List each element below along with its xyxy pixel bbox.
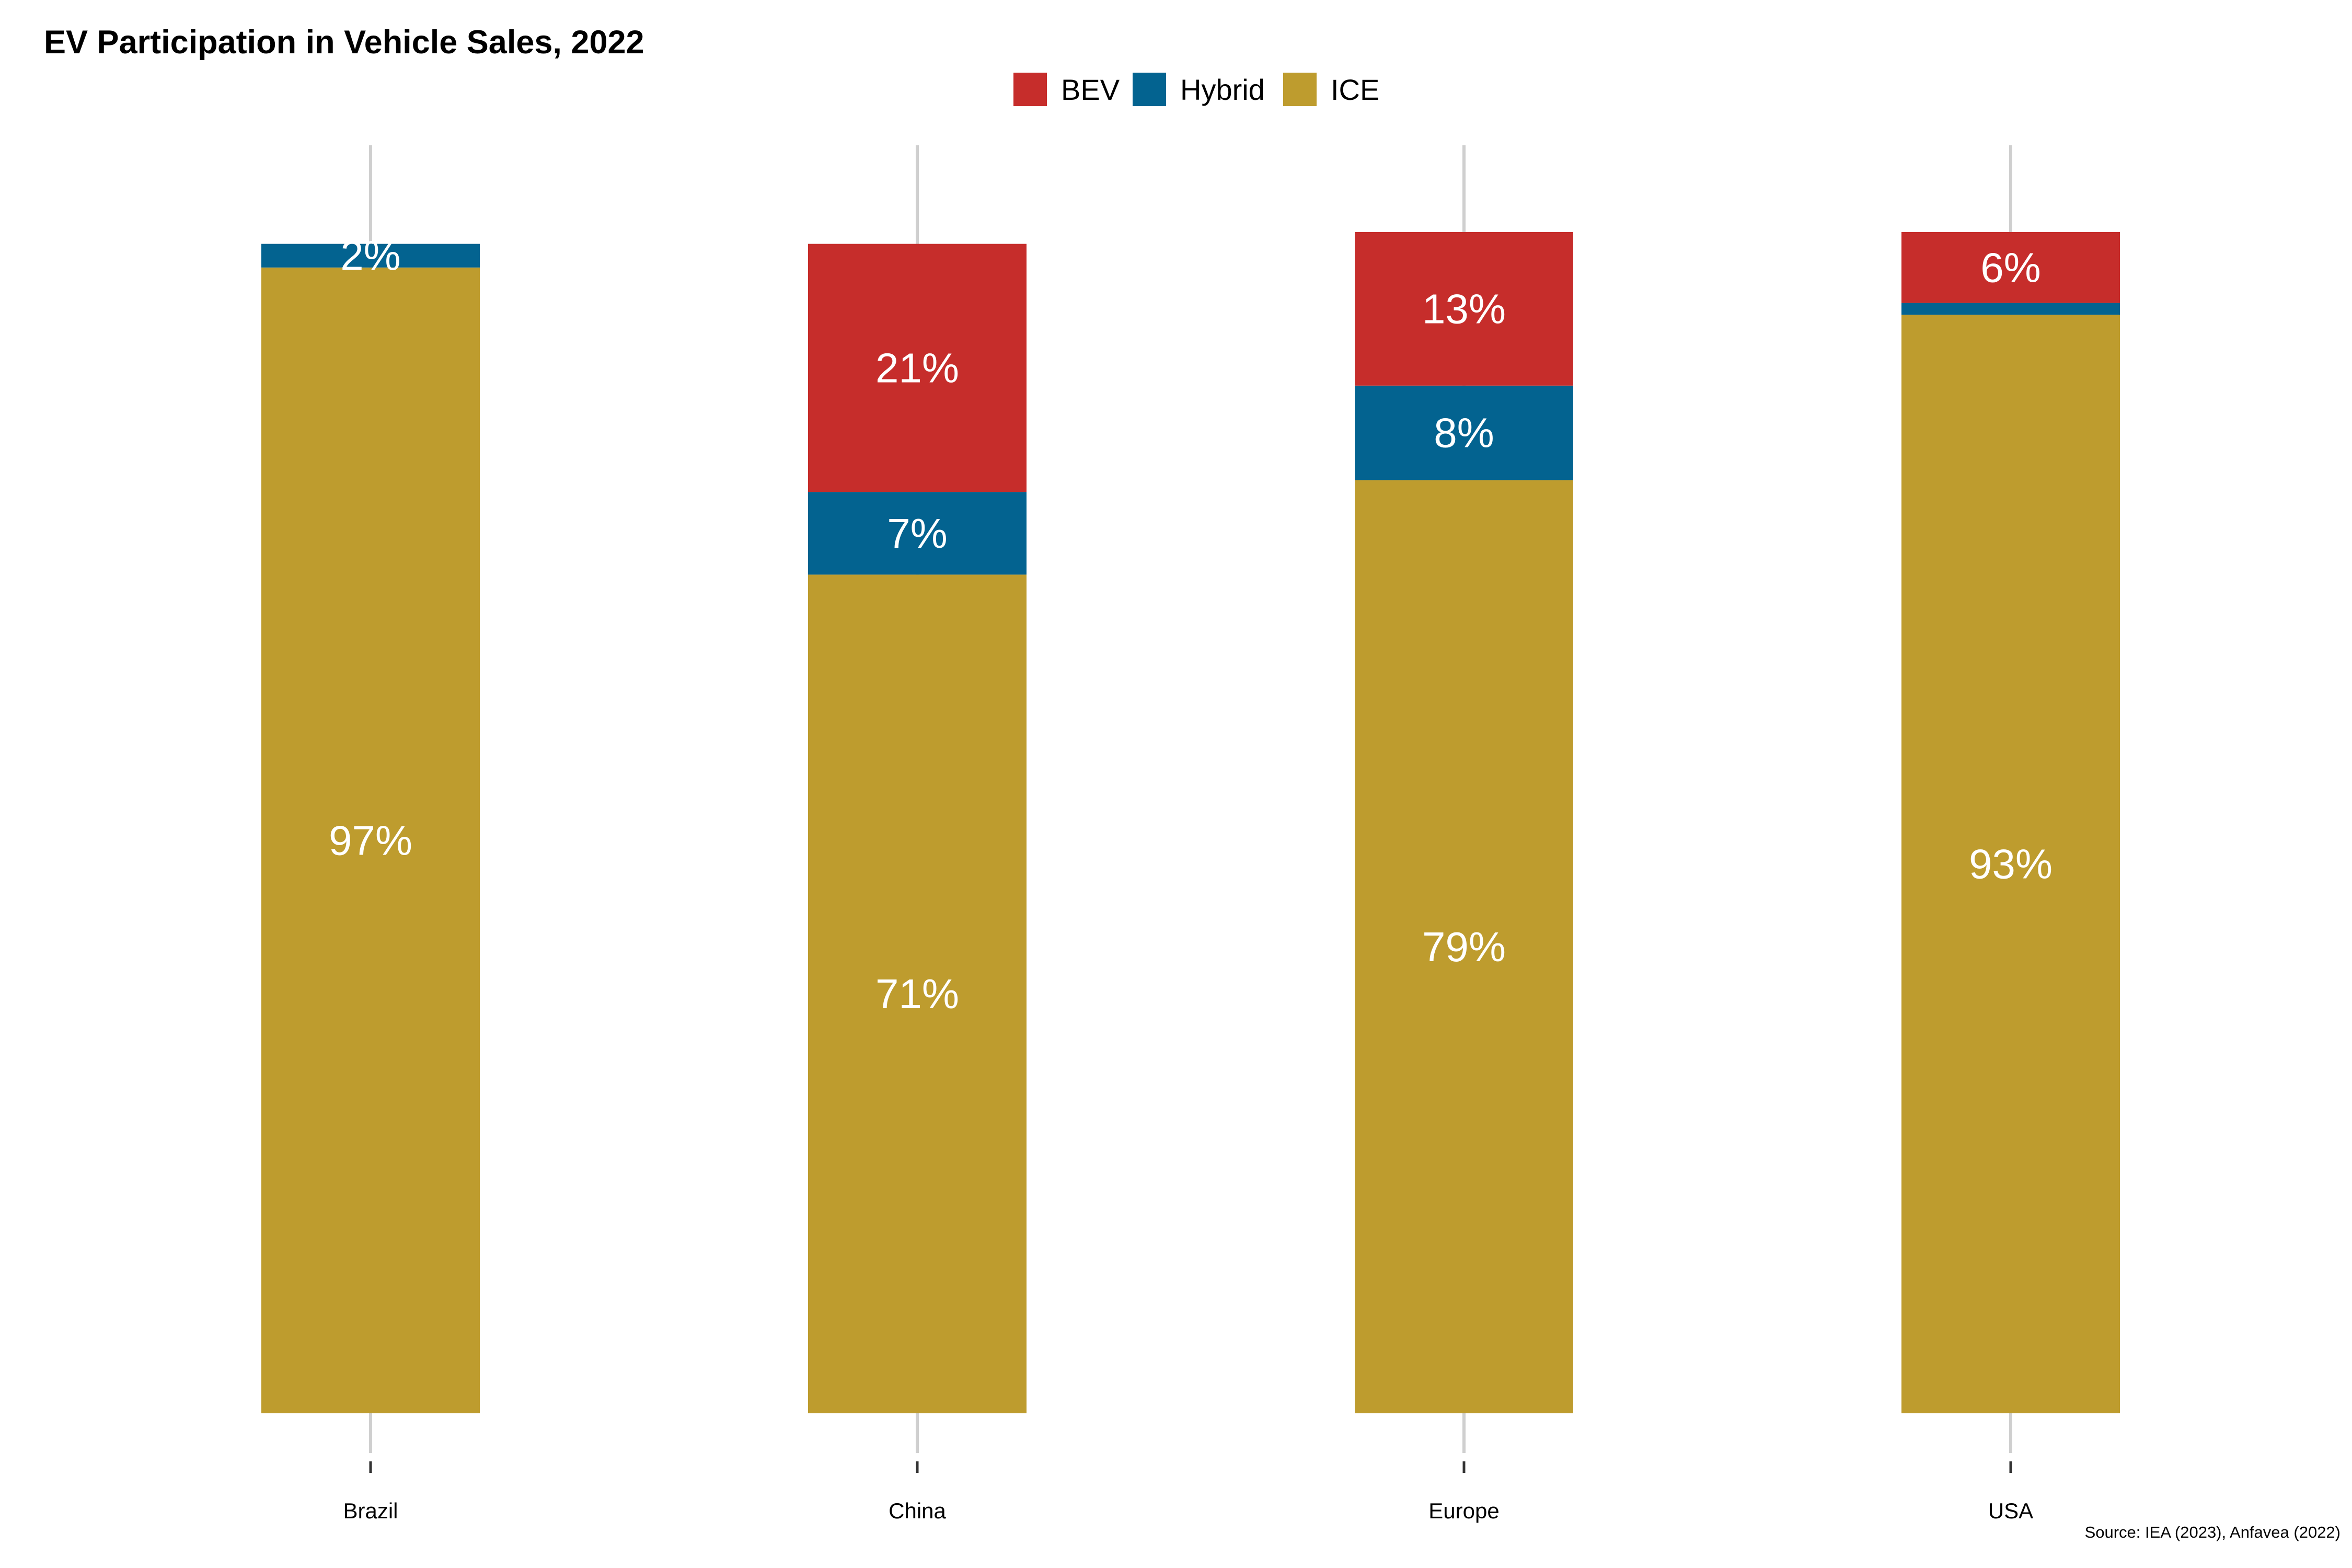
- x-tick-label-china: China: [889, 1498, 946, 1523]
- legend-label-ice: ICE: [1331, 73, 1379, 106]
- legend-swatch-ice: [1283, 73, 1317, 106]
- segment-labels: 97% 2% 71% 7% 21% 79% 8% 13% 93% 6%: [329, 233, 2053, 1018]
- legend-label-bev: BEV: [1061, 73, 1120, 106]
- bar-usa-hybrid: [1901, 303, 2120, 315]
- data-label-china-ice: 71%: [875, 971, 959, 1017]
- data-label-usa-bev: 6%: [1980, 244, 2041, 291]
- legend-swatch-bev: [1013, 73, 1047, 106]
- bars: [261, 232, 2120, 1413]
- data-label-usa-ice: 93%: [1969, 841, 2053, 887]
- data-label-europe-bev: 13%: [1422, 285, 1506, 332]
- chart-title: EV Participation in Vehicle Sales, 2022: [44, 24, 644, 61]
- data-label-china-bev: 21%: [875, 344, 959, 391]
- source-note: Source: IEA (2023), Anfavea (2022): [2085, 1523, 2341, 1541]
- data-label-china-hybrid: 7%: [887, 510, 948, 557]
- x-gridlines: [371, 145, 2011, 1453]
- data-label-brazil-hybrid: 2%: [340, 233, 401, 279]
- data-label-europe-ice: 79%: [1422, 924, 1506, 970]
- x-axis: Brazil China Europe USA: [343, 1461, 2033, 1523]
- legend: BEV Hybrid ICE: [1013, 73, 1379, 106]
- x-tick-label-usa: USA: [1988, 1498, 2033, 1523]
- legend-swatch-hybrid: [1133, 73, 1166, 106]
- x-tick-label-brazil: Brazil: [343, 1498, 398, 1523]
- legend-label-hybrid: Hybrid: [1180, 73, 1265, 106]
- x-tick-label-europe: Europe: [1428, 1498, 1499, 1523]
- data-label-europe-hybrid: 8%: [1434, 410, 1494, 456]
- data-label-brazil-ice: 97%: [329, 817, 412, 863]
